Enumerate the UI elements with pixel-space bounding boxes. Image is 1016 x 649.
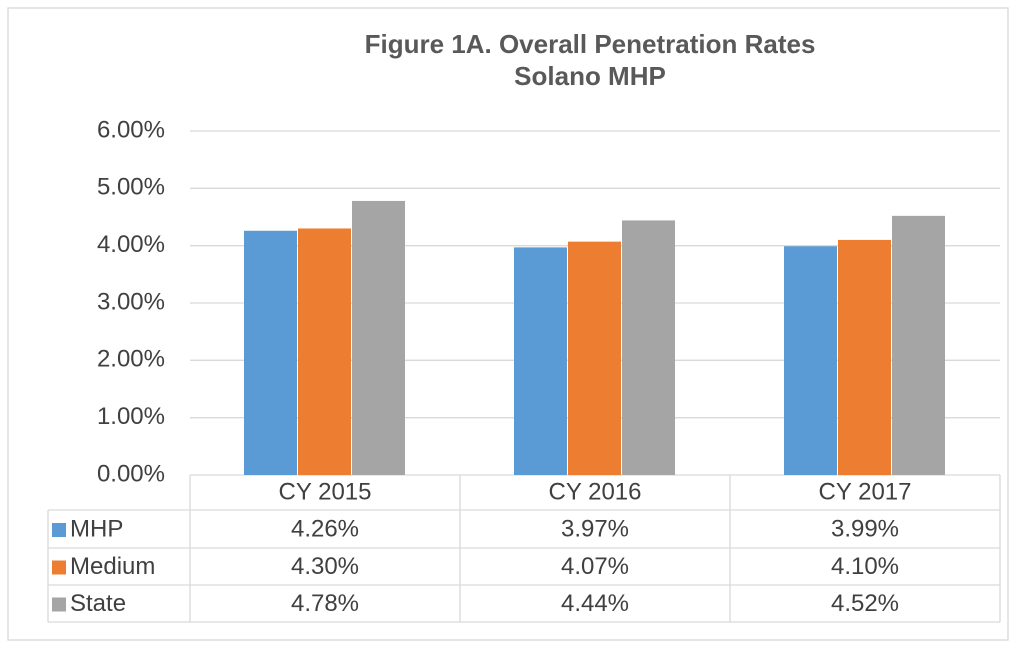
bar — [514, 247, 567, 475]
legend-swatch — [52, 597, 66, 612]
table-value: 4.30% — [291, 553, 359, 580]
x-tick-label: CY 2015 — [279, 478, 372, 505]
bar — [298, 228, 351, 475]
table-value: 4.07% — [561, 553, 629, 580]
legend-label: Medium — [70, 553, 155, 580]
legend-swatch — [52, 560, 66, 575]
y-tick-label: 3.00% — [97, 288, 165, 315]
chart-subtitle: Solano MHP — [514, 61, 666, 91]
table-value: 4.52% — [831, 590, 899, 617]
bar — [244, 230, 297, 475]
table-value: 4.10% — [831, 553, 899, 580]
bar — [352, 200, 405, 476]
legend-label: MHP — [70, 515, 123, 542]
bar — [784, 246, 837, 475]
chart-title: Figure 1A. Overall Penetration Rates — [365, 29, 816, 59]
y-tick-label: 1.00% — [97, 403, 165, 430]
y-tick-label: 2.00% — [97, 346, 165, 373]
bar — [838, 239, 891, 475]
bar — [622, 220, 675, 475]
y-tick-label: 4.00% — [97, 231, 165, 258]
table-value: 3.97% — [561, 515, 629, 542]
table-value: 3.99% — [831, 515, 899, 542]
y-tick-label: 6.00% — [97, 116, 165, 143]
x-tick-label: CY 2016 — [549, 478, 642, 505]
table-value: 4.44% — [561, 590, 629, 617]
bar — [892, 215, 945, 475]
bar — [568, 241, 621, 475]
legend-label: State — [70, 590, 126, 617]
table-value: 4.26% — [291, 515, 359, 542]
y-tick-label: 5.00% — [97, 174, 165, 201]
table-value: 4.78% — [291, 590, 359, 617]
legend-swatch — [52, 523, 66, 537]
y-tick-label: 0.00% — [97, 460, 165, 487]
x-tick-label: CY 2017 — [819, 478, 912, 505]
